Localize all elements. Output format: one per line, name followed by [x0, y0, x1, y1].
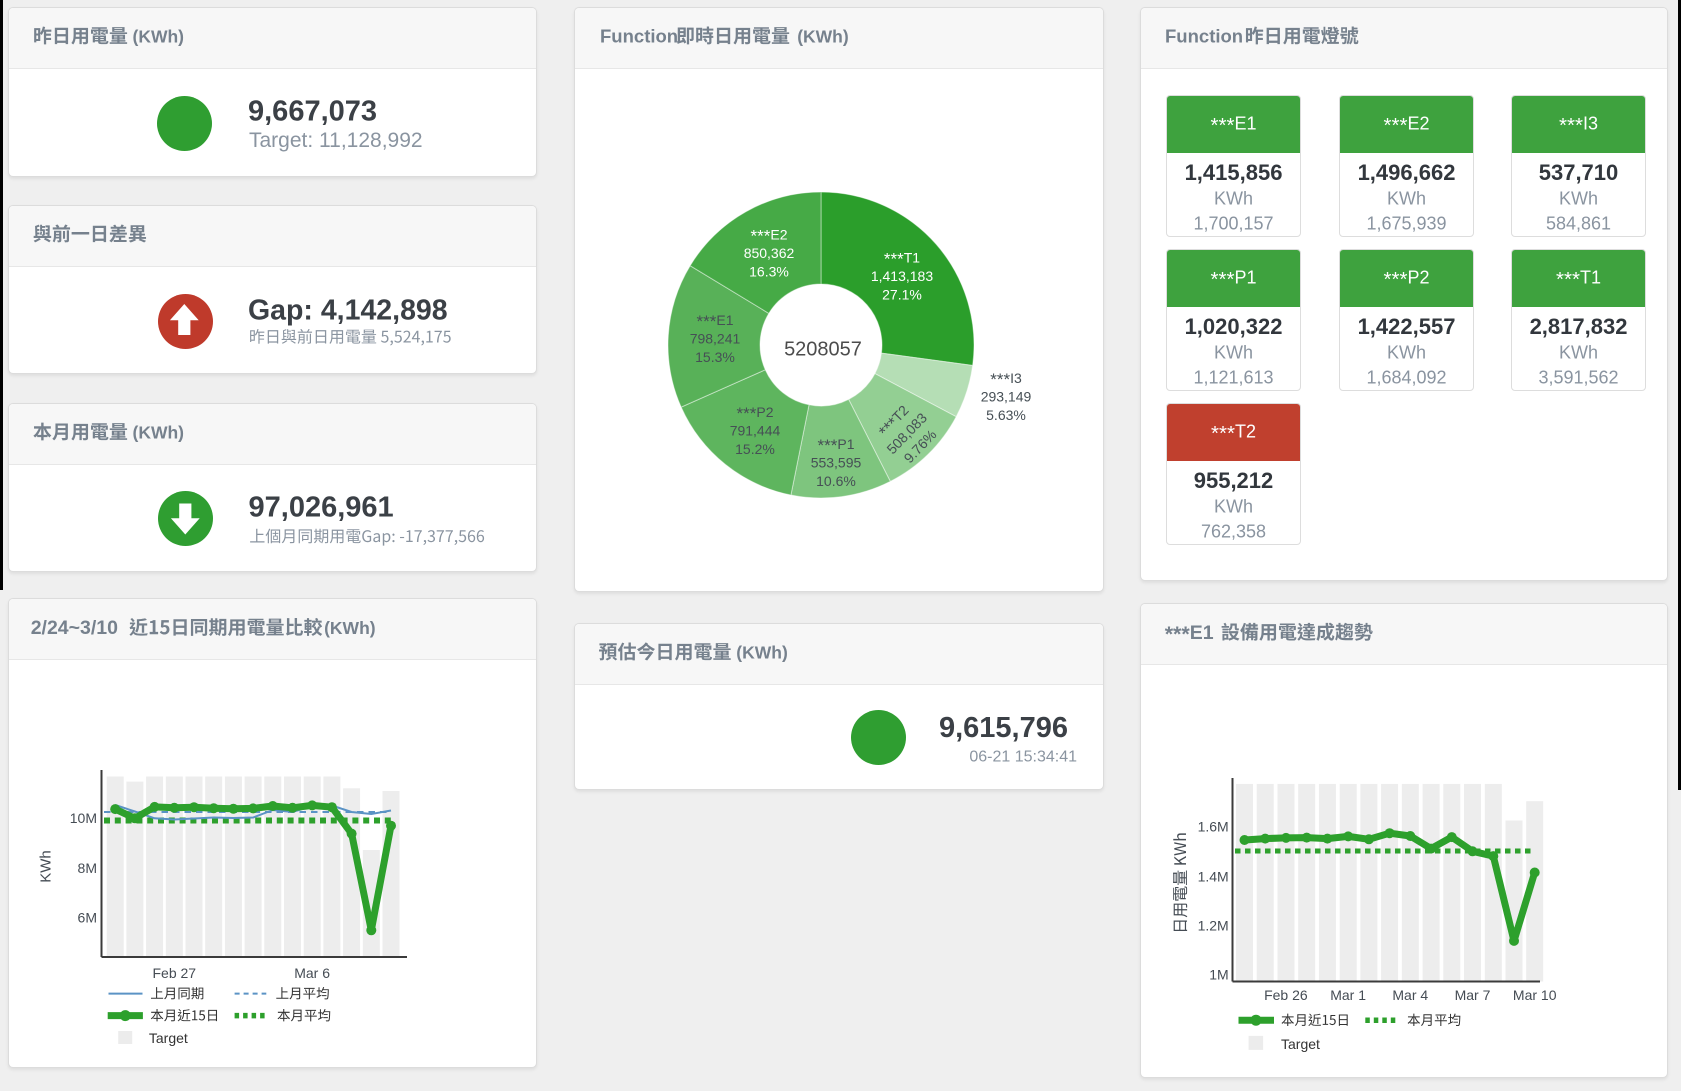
svg-text:1M: 1M — [1209, 966, 1228, 982]
svg-text:1,121,613: 1,121,613 — [1193, 368, 1273, 388]
svg-text:97,026,961: 97,026,961 — [249, 492, 394, 524]
svg-text:Mar 4: Mar 4 — [1392, 987, 1428, 1003]
svg-text:10M: 10M — [70, 810, 97, 826]
svg-text:955,212: 955,212 — [1194, 468, 1274, 493]
svg-text:1,675,939: 1,675,939 — [1366, 214, 1446, 234]
svg-text:537,710: 537,710 — [1539, 160, 1619, 185]
svg-text:1,700,157: 1,700,157 — [1193, 214, 1273, 234]
svg-text:KWh: KWh — [1387, 189, 1426, 209]
svg-text:(KWh): (KWh) — [797, 27, 849, 47]
svg-text:Mar 6: Mar 6 — [294, 965, 330, 981]
svg-text:***I3: ***I3 — [1559, 114, 1598, 138]
svg-text:6M: 6M — [78, 910, 97, 926]
svg-text:Gap: 4,142,898: Gap: 4,142,898 — [248, 294, 448, 326]
svg-text:Mar 7: Mar 7 — [1455, 987, 1491, 1003]
svg-text:Feb 26: Feb 26 — [1264, 987, 1308, 1003]
svg-text:Target: 11,128,992: Target: 11,128,992 — [249, 129, 423, 152]
svg-text:1,496,662: 1,496,662 — [1358, 160, 1456, 185]
svg-text:(KWh): (KWh) — [324, 618, 376, 638]
svg-text:9,667,073: 9,667,073 — [248, 96, 377, 128]
svg-text:KWh: KWh — [1559, 343, 1598, 363]
svg-text:KWh: KWh — [1387, 343, 1426, 363]
svg-text:KWh: KWh — [38, 850, 55, 883]
svg-text:1,415,856: 1,415,856 — [1185, 160, 1283, 185]
svg-text:8M: 8M — [78, 860, 97, 876]
svg-text:***P1: ***P1 — [1211, 268, 1257, 292]
svg-text:1,422,557: 1,422,557 — [1358, 314, 1456, 339]
svg-text:KWh: KWh — [1214, 189, 1253, 209]
svg-text:2,817,832: 2,817,832 — [1530, 314, 1628, 339]
svg-text:KWh: KWh — [1559, 189, 1598, 209]
svg-text:***T1: ***T1 — [1556, 268, 1601, 292]
svg-text:1,684,092: 1,684,092 — [1366, 368, 1446, 388]
svg-text:KWh: KWh — [1214, 343, 1253, 363]
svg-text:Target: Target — [149, 1030, 188, 1046]
svg-text:***E1: ***E1 — [1165, 622, 1214, 646]
svg-text:2/24~3/10: 2/24~3/10 — [31, 617, 118, 639]
svg-text:(KWh): (KWh) — [133, 27, 185, 47]
svg-text:584,861: 584,861 — [1546, 214, 1611, 234]
svg-text:9,615,796: 9,615,796 — [939, 712, 1068, 744]
svg-text:1.2M: 1.2M — [1198, 917, 1229, 933]
svg-text:***E1: ***E1 — [1211, 114, 1257, 138]
svg-text:Mar 1: Mar 1 — [1330, 987, 1366, 1003]
svg-text:3,591,562: 3,591,562 — [1538, 368, 1618, 388]
svg-text:***E2: ***E2 — [1384, 114, 1430, 138]
svg-text:1.6M: 1.6M — [1198, 818, 1229, 834]
svg-text:Feb 27: Feb 27 — [153, 965, 197, 981]
svg-text:***P2: ***P2 — [1384, 268, 1430, 292]
svg-text:762,358: 762,358 — [1201, 522, 1266, 542]
svg-text:KWh: KWh — [1214, 497, 1253, 517]
svg-text:Function: Function — [600, 26, 678, 47]
svg-text:Mar 10: Mar 10 — [1513, 987, 1557, 1003]
svg-text:Target: Target — [1281, 1036, 1320, 1052]
svg-text:1.4M: 1.4M — [1198, 868, 1229, 884]
svg-text:Function: Function — [1165, 26, 1243, 47]
svg-text:06-21 15:34:41: 06-21 15:34:41 — [969, 748, 1077, 765]
svg-text:1,020,322: 1,020,322 — [1185, 314, 1283, 339]
svg-text:***T2: ***T2 — [1211, 422, 1256, 446]
svg-text:(KWh): (KWh) — [736, 643, 788, 663]
svg-text:5208057: 5208057 — [784, 339, 862, 361]
svg-text:(KWh): (KWh) — [133, 423, 185, 443]
